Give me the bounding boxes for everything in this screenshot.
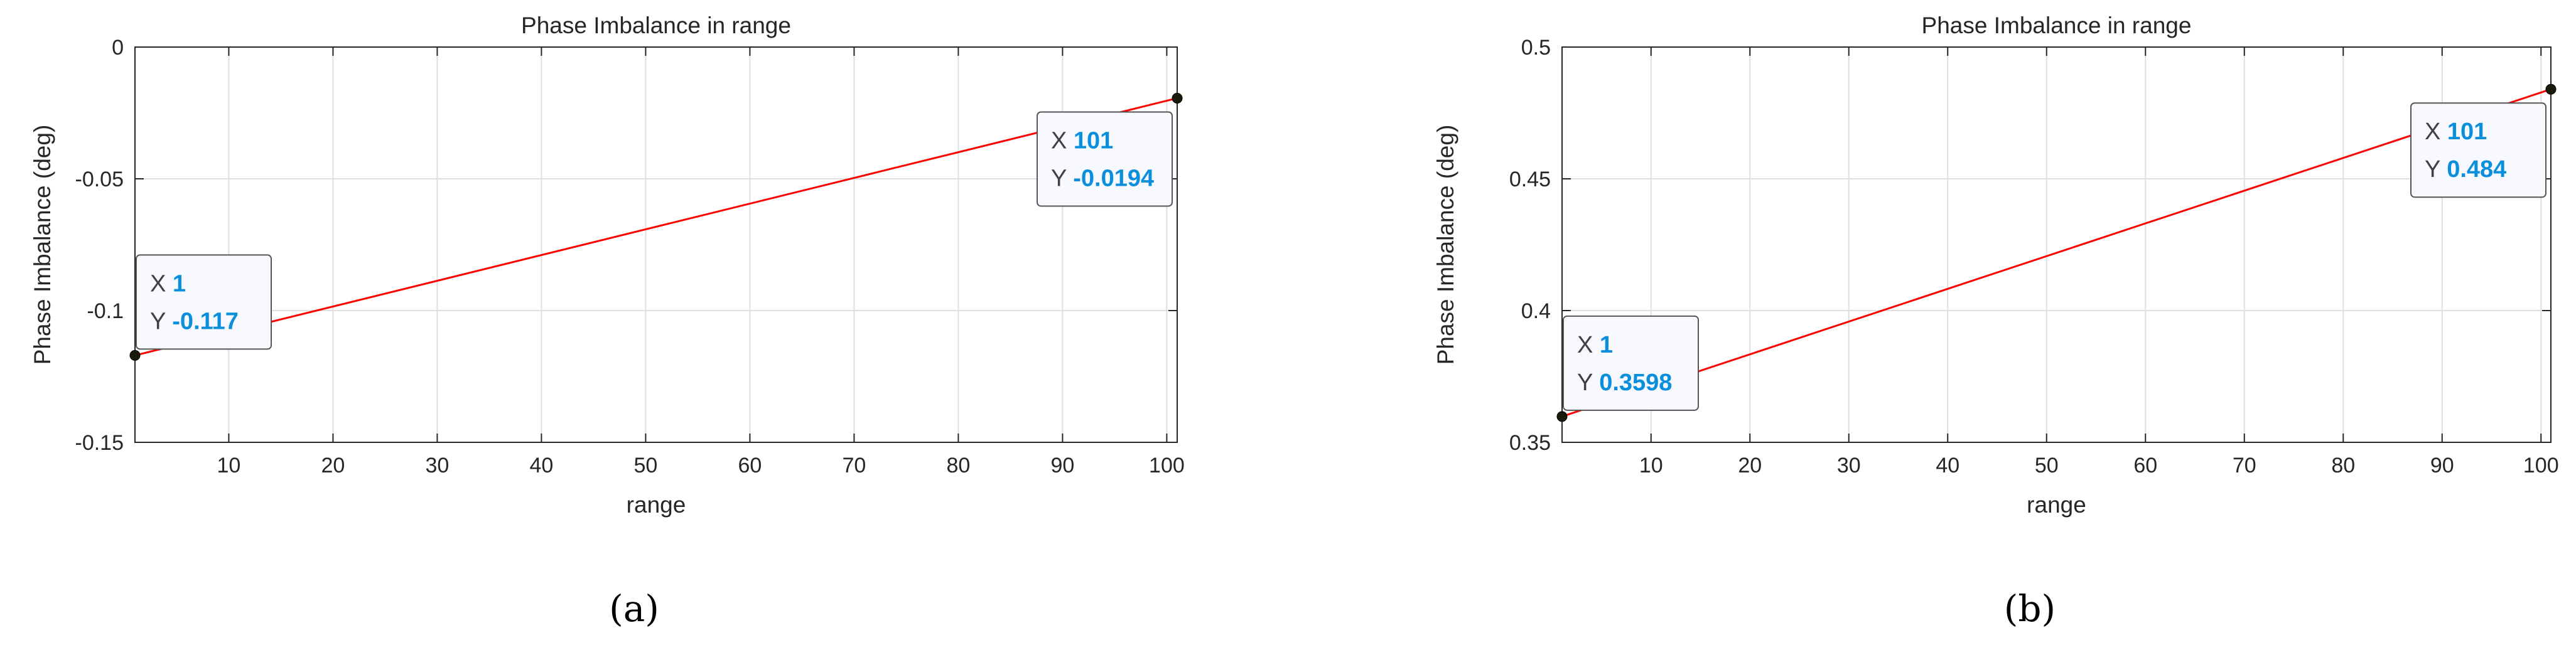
series-line	[1561, 88, 2552, 418]
datatip-y-row: Y -0.0194	[1051, 165, 1154, 191]
y-tick-label: -0.05	[75, 168, 124, 191]
y-tick-label: 0.45	[1509, 168, 1551, 191]
chart-title: Phase Imbalance in range	[1922, 13, 2192, 38]
datatip-y-row: Y 0.484	[2425, 156, 2506, 183]
chart-panel-a: 10 20 30 40 50 60 70 80 90 100 -0.15 -0.1 -0.05 0 Phas…	[30, 13, 1185, 630]
x-tick-label: 90	[2430, 454, 2454, 477]
axes-box	[134, 46, 1178, 443]
datatip-y-label: Y	[2425, 156, 2447, 183]
datatip-x-label: X	[2425, 119, 2447, 145]
datatip-marker	[1556, 411, 1568, 422]
x-tick-label: 40	[1936, 454, 1959, 477]
datatip-marker	[2545, 83, 2557, 95]
x-tick-label: 60	[738, 454, 762, 477]
y-tick-label: 0.5	[1521, 36, 1551, 60]
x-axis-label: range	[627, 492, 686, 518]
x-tick-label: 30	[1837, 454, 1861, 477]
y-axis-label: Phase Imbalance (deg)	[30, 125, 55, 365]
x-tick-label: 10	[217, 454, 240, 477]
datatip-x-value: 101	[2447, 119, 2487, 145]
y-tick-label: 0.4	[1521, 299, 1551, 323]
datatip-x-label: X	[150, 270, 173, 297]
y-tick-label: 0.35	[1509, 431, 1551, 455]
datatip-y-label: Y	[150, 308, 172, 334]
x-tick-label: 10	[1639, 454, 1663, 477]
x-tick-label: 90	[1050, 454, 1074, 477]
series-line	[134, 97, 1178, 356]
y-tick-label: -0.15	[75, 431, 124, 455]
datatip-y-value: 0.3598	[1599, 370, 1672, 396]
y-tick-label: 0	[112, 36, 124, 60]
x-tick-label: 70	[2233, 454, 2256, 477]
datatip-x-value: 1	[173, 270, 186, 297]
x-tick-label: 80	[946, 454, 970, 477]
datatip-x-row: X 101	[2425, 119, 2487, 145]
datatip-x-label: X	[1051, 127, 1074, 154]
x-tick-label: 20	[321, 454, 345, 477]
x-tick-label: 30	[425, 454, 449, 477]
x-tick-label: 40	[529, 454, 553, 477]
y-axis-label: Phase Imbalance (deg)	[1433, 125, 1458, 365]
datatip-x-row: X 1	[1577, 332, 1613, 358]
datatip: X 1Y 0.3598	[1556, 315, 1699, 422]
datatip-y-row: Y 0.3598	[1577, 370, 1672, 396]
datatip-box	[2410, 102, 2546, 198]
y-tick-label: -0.1	[87, 299, 124, 323]
x-tick-label: 50	[633, 454, 657, 477]
datatip-y-label: Y	[1051, 165, 1073, 191]
axes-box	[1561, 46, 2552, 443]
datatip-y-value: 0.484	[2447, 156, 2506, 183]
x-tick-label: 60	[2133, 454, 2157, 477]
datatip-x-row: X 101	[1051, 127, 1113, 154]
datatip-y-value: -0.117	[172, 308, 239, 334]
datatip-x-row: X 1	[150, 270, 186, 297]
x-tick-label: 70	[842, 454, 866, 477]
datatip-x-value: 101	[1074, 127, 1113, 154]
datatip: X 1Y -0.117	[129, 254, 272, 361]
datatip-box	[1037, 111, 1173, 207]
datatip-y-label: Y	[1577, 370, 1599, 396]
plot-area	[1562, 47, 2551, 442]
x-tick-label: 20	[1738, 454, 1762, 477]
datatip-x-label: X	[1577, 332, 1600, 358]
plot-area	[135, 47, 1177, 442]
chart-panel-b: 10 20 30 40 50 60 70 80 90 100 0.35 0.4 0.45 0.5 Phase…	[1433, 13, 2559, 630]
chart-title: Phase Imbalance in range	[521, 13, 791, 38]
x-axis-label: range	[2027, 492, 2086, 518]
datatip-box	[136, 254, 272, 350]
x-tick-label: 100	[2523, 454, 2559, 477]
datatip-box	[1563, 315, 1699, 411]
x-tick-label: 50	[2035, 454, 2059, 477]
datatip-marker	[129, 349, 141, 361]
datatip-x-value: 1	[1600, 332, 1613, 358]
datatip-y-row: Y -0.117	[150, 308, 239, 334]
x-tick-label: 80	[2331, 454, 2355, 477]
panel-caption: (a)	[609, 587, 659, 630]
datatip-y-value: -0.0194	[1073, 165, 1154, 191]
x-tick-label: 100	[1149, 454, 1185, 477]
datatip-marker	[1172, 92, 1183, 104]
panel-caption: (b)	[2004, 587, 2056, 630]
